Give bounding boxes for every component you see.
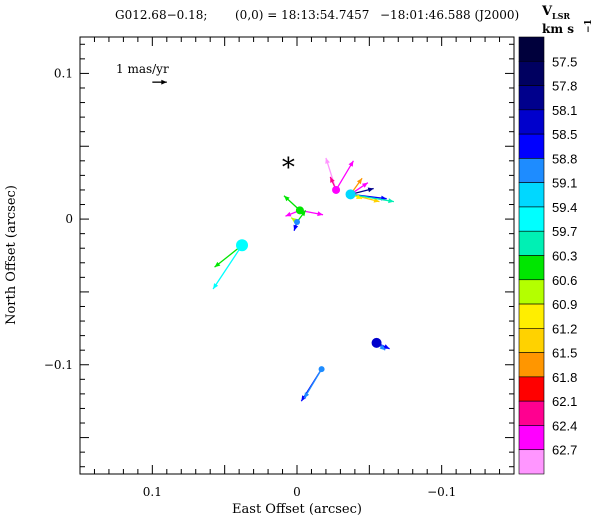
colorbar-swatch (518, 133, 545, 159)
colorbar-unit: km s (542, 22, 574, 36)
maser-spot (295, 206, 304, 215)
header-origin: (0,0) = 18:13:54.7457 (235, 8, 369, 22)
colorbar-title-main: V (541, 4, 553, 19)
plot-area (212, 157, 395, 402)
colorbar-label: 58.8 (552, 151, 577, 166)
reference-arrow-label: 1 mas/yr (116, 62, 169, 76)
x-tick-label: 0.1 (143, 485, 162, 499)
colorbar-label: 58.5 (552, 127, 577, 142)
colorbar-label: 61.2 (552, 321, 577, 336)
y-axis-label: North Offset (arcsec) (4, 185, 19, 325)
colorbar-swatch (518, 158, 545, 183)
colorbar-labels: 57.5 57.8 58.1 58.5 58.8 59.1 59.4 59.7 60.3 60.6… (552, 54, 577, 457)
maser-spot (345, 189, 356, 200)
motion-vector (335, 160, 354, 191)
colorbar-label: 57.8 (552, 79, 577, 94)
colorbar-swatch (518, 328, 545, 353)
colorbar-swatch (518, 303, 545, 329)
colorbar-label: 60.9 (552, 297, 577, 312)
colorbar-label: 61.5 (552, 346, 577, 361)
maser-spot (371, 337, 382, 348)
y-tick-label: 0 (65, 212, 73, 226)
colorbar-label: 62.4 (552, 418, 577, 433)
colorbar-label: 59.4 (552, 200, 577, 215)
colorbar-label: 62.7 (552, 443, 577, 458)
colorbar-swatch (518, 60, 545, 86)
x-axis-label: East Offset (arcsec) (232, 502, 362, 517)
colorbar-label: 57.5 (552, 54, 577, 69)
header-dec: −18:01:46.588 (J2000) (380, 8, 519, 22)
star-marker: * (282, 153, 295, 183)
colorbar-label: 59.1 (552, 176, 577, 191)
colorbar-swatch (518, 85, 545, 111)
colorbar-swatch (518, 255, 545, 281)
motion-vector (303, 368, 323, 399)
colorbar-swatch (518, 230, 545, 256)
vectors-layer (212, 157, 395, 402)
motion-vector (212, 244, 243, 290)
maser-spot (318, 366, 325, 373)
reference-arrow (152, 79, 167, 85)
colorbar: V LSR km s −1 57.5 57.8 58.1 58.5 58.8 59.1 59… (518, 4, 594, 475)
colorbar-label: 62.1 (552, 394, 577, 409)
colorbar-label: 61.8 (552, 370, 577, 385)
colorbar-swatch (518, 425, 545, 451)
chart-header: G012.68−0.18; (0,0) = 18:13:54.7457 −18:… (115, 8, 519, 22)
colorbar-title-sub: LSR (552, 11, 570, 21)
reference-arrow-line (152, 79, 167, 85)
colorbar-swatch (518, 109, 545, 135)
colorbar-swatch (518, 449, 545, 475)
header-source: G012.68−0.18; (115, 8, 207, 22)
colorbar-swatch (518, 36, 545, 62)
y-tick-label: 0.1 (54, 66, 73, 80)
axis-ticks (79, 37, 515, 474)
colorbar-unit-exponent: −1 (584, 19, 594, 33)
x-tick-label: −0.1 (427, 485, 456, 499)
y-tick-label: −0.1 (44, 358, 73, 372)
colorbar-label: 58.1 (552, 103, 577, 118)
spots-layer (236, 185, 382, 373)
colorbar-label: 60.6 (552, 273, 577, 288)
colorbar-swatch (518, 279, 545, 305)
maser-spot (236, 239, 249, 252)
axis-tick-labels: 0.1 0 −0.1 0.1 0 −0.1 (44, 66, 456, 499)
colorbar-label: 59.7 (552, 224, 577, 239)
maser-spot (294, 218, 300, 225)
colorbar-label: 60.3 (552, 249, 577, 264)
maser-spot (332, 185, 341, 194)
plot-frame (79, 36, 515, 475)
colorbar-swatch (518, 352, 545, 378)
colorbar-swatch (518, 206, 545, 232)
colorbar-swatches (518, 36, 545, 475)
colorbar-swatch (518, 400, 545, 426)
colorbar-swatch (518, 182, 545, 208)
x-tick-label: 0 (293, 485, 301, 499)
reference-arrow-group: 1 mas/yr (116, 62, 169, 85)
colorbar-swatch (518, 376, 545, 402)
